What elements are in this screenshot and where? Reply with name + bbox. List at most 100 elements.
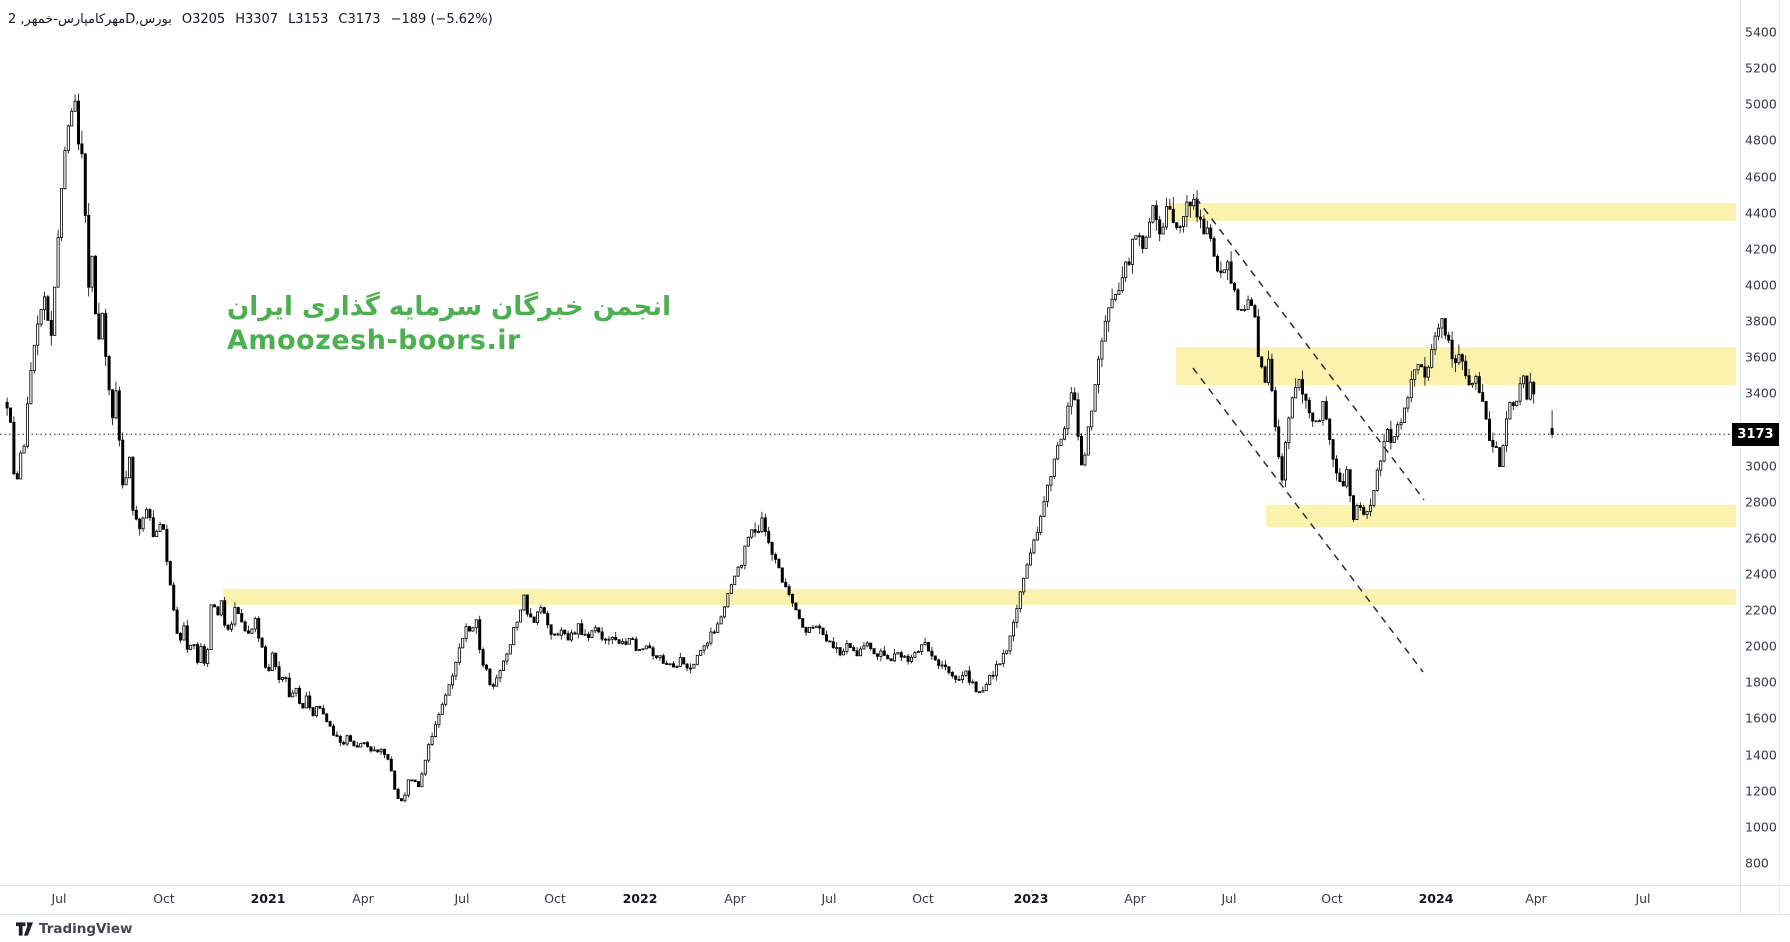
candle-down bbox=[1348, 469, 1352, 497]
candle-up bbox=[1097, 358, 1101, 386]
candle-up bbox=[1403, 407, 1407, 423]
candle-down bbox=[212, 604, 216, 608]
time-tick-Apr: Apr bbox=[1525, 891, 1547, 906]
candle-up bbox=[1379, 460, 1383, 471]
candles-layer[interactable] bbox=[5, 93, 1554, 803]
candle-up bbox=[1100, 340, 1104, 360]
candle-up bbox=[1433, 335, 1437, 351]
candle-down bbox=[94, 255, 98, 315]
candle-up bbox=[1165, 206, 1169, 228]
time-tick-Jul: Jul bbox=[821, 891, 837, 906]
candle-down bbox=[348, 735, 352, 742]
candle-down bbox=[416, 781, 420, 788]
candle-up bbox=[189, 644, 193, 650]
candle-up bbox=[1290, 397, 1294, 419]
candle-up bbox=[879, 650, 883, 657]
zone-2700[interactable] bbox=[1266, 504, 1736, 527]
candle-up bbox=[1008, 635, 1012, 652]
price-chart-canvas[interactable] bbox=[0, 0, 1740, 885]
candle-up bbox=[25, 403, 29, 447]
candle-down bbox=[624, 641, 628, 645]
candle-up bbox=[995, 664, 999, 677]
candle-up bbox=[893, 653, 897, 662]
time-axis[interactable]: Jul Oct 2021 Apr Jul Oct 2022 Apr Jul Oct 2023 Apr J… bbox=[0, 885, 1790, 915]
candle-down bbox=[685, 663, 689, 669]
candle-down bbox=[767, 531, 771, 543]
candle-up bbox=[923, 642, 927, 646]
time-tick-Oct: Oct bbox=[544, 891, 566, 906]
candle-down bbox=[335, 734, 339, 737]
trendline-dashed-2[interactable] bbox=[1192, 367, 1424, 673]
candle-down bbox=[573, 632, 577, 635]
price-tick-1600: 1600 bbox=[1745, 710, 1777, 726]
candle-down bbox=[563, 629, 567, 635]
candle-up bbox=[508, 644, 512, 655]
candle-down bbox=[672, 663, 676, 668]
candle-up bbox=[505, 653, 509, 662]
zone-4400[interactable] bbox=[1168, 203, 1736, 221]
candle-down bbox=[49, 319, 53, 336]
candle-up bbox=[127, 456, 131, 479]
symbol-title[interactable]: 2 , مهرکامپارس-خمهر D, بورس bbox=[8, 12, 172, 27]
candle-up bbox=[73, 100, 77, 112]
candle-down bbox=[967, 670, 971, 683]
tradingview-logo[interactable]: TradingView bbox=[16, 921, 133, 937]
candle-down bbox=[825, 634, 829, 642]
current-price-label: 3173 bbox=[1732, 422, 1779, 446]
price-tick-2800: 2800 bbox=[1745, 494, 1777, 510]
candle-up bbox=[984, 684, 988, 692]
candle-up bbox=[1022, 577, 1026, 593]
price-tick-3000: 3000 bbox=[1745, 458, 1777, 474]
zone-2280[interactable] bbox=[223, 589, 1736, 606]
candle-down bbox=[1154, 205, 1158, 221]
candle-down bbox=[1420, 364, 1424, 368]
candle-up bbox=[43, 296, 47, 310]
candle-down bbox=[648, 645, 652, 649]
candle-up bbox=[1508, 402, 1512, 420]
candle-up bbox=[842, 650, 846, 656]
candle-up bbox=[1375, 469, 1379, 491]
candle-up bbox=[706, 642, 710, 647]
candle-down bbox=[165, 528, 169, 562]
candle-down bbox=[287, 677, 291, 698]
trendline-dashed-1[interactable] bbox=[1195, 197, 1425, 501]
candle-down bbox=[828, 640, 832, 643]
candle-up bbox=[627, 638, 631, 645]
candle-down bbox=[274, 652, 278, 668]
candle-down bbox=[1209, 227, 1213, 239]
candle-up bbox=[280, 677, 284, 681]
candle-down bbox=[138, 518, 142, 530]
candle-down bbox=[342, 742, 346, 745]
candle-up bbox=[583, 633, 587, 636]
candle-up bbox=[1012, 621, 1016, 637]
candle-up bbox=[294, 687, 298, 694]
time-tick-Jul: Jul bbox=[1221, 891, 1237, 906]
candle-up bbox=[457, 647, 461, 663]
candle-down bbox=[978, 691, 982, 694]
candle-up bbox=[437, 714, 441, 726]
candle-up bbox=[896, 652, 900, 655]
candle-down bbox=[556, 633, 560, 636]
candle-down bbox=[202, 646, 206, 664]
candle-down bbox=[899, 652, 903, 658]
candle-down bbox=[604, 638, 608, 641]
candle-down bbox=[1304, 393, 1308, 401]
candle-up bbox=[522, 594, 526, 611]
candle-up bbox=[1471, 382, 1475, 386]
candle-up bbox=[719, 616, 723, 625]
candle-up bbox=[141, 517, 145, 530]
candle-up bbox=[1246, 299, 1250, 310]
candle-up bbox=[60, 188, 64, 238]
candle-down bbox=[1307, 399, 1311, 414]
candle-up bbox=[182, 625, 186, 641]
zone-3550[interactable] bbox=[1176, 347, 1736, 385]
candle-down bbox=[478, 619, 482, 650]
symbol-legend: 2 , مهرکامپارس-خمهر D, بورس O3205 H3307 L3… bbox=[8, 12, 493, 27]
candle-down bbox=[1076, 399, 1080, 437]
candle-up bbox=[743, 545, 747, 566]
candle-down bbox=[1270, 358, 1274, 392]
candle-up bbox=[433, 724, 437, 737]
candle-up bbox=[709, 631, 713, 644]
candle-down bbox=[1341, 481, 1345, 487]
candle-up bbox=[940, 664, 944, 667]
